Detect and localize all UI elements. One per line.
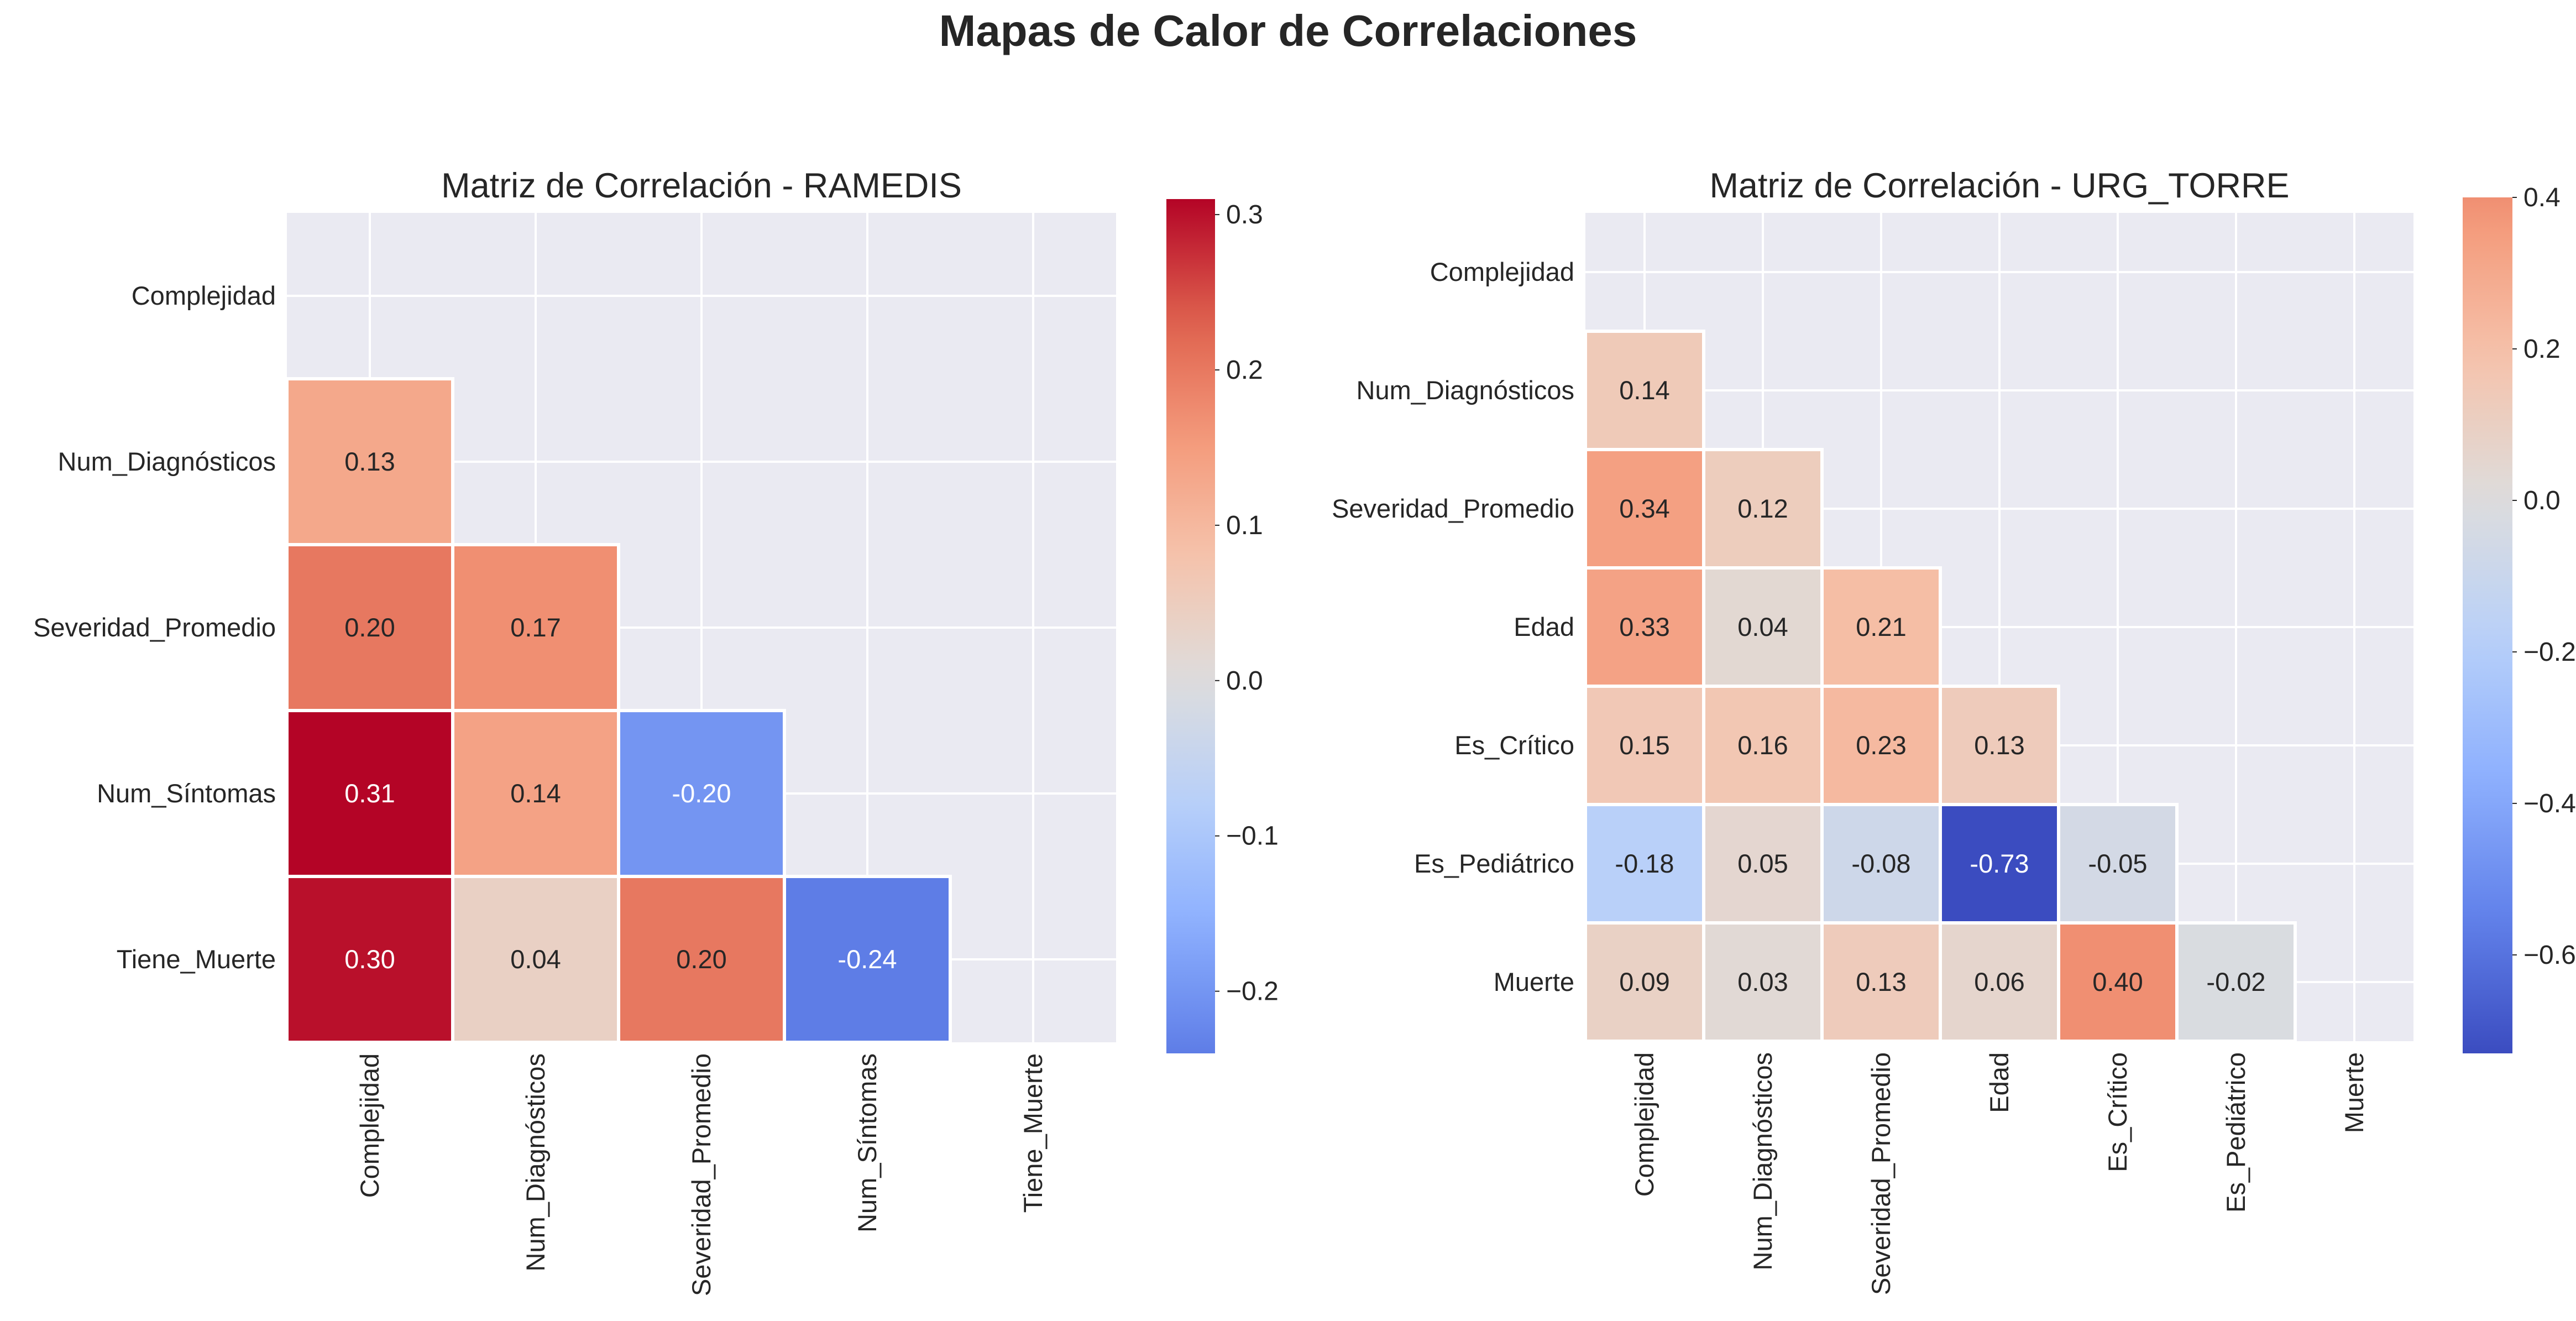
y-tick-label: Edad <box>1514 612 1574 641</box>
cell-value-label: 0.05 <box>1737 849 1788 878</box>
colorbar-tick-label: 0.4 <box>2523 183 2561 212</box>
x-tick-label: Muerte <box>2339 1052 2369 1133</box>
colorbar-tick-label: −0.2 <box>2523 638 2576 667</box>
y-tick-label: Num_Diagnósticos <box>1357 375 1574 405</box>
heatmap-cell <box>451 875 620 1044</box>
heatmap-cell <box>1702 566 1824 688</box>
heatmap-cell <box>285 377 454 546</box>
cell-value-label: 0.20 <box>676 944 726 974</box>
cell-value-label: 0.20 <box>344 613 395 642</box>
heatmap-urg-torre: Matriz de Correlación - URG_TORRE 0.14 0.3… <box>1332 166 2576 1295</box>
x-tick-label: Es_Pediátrico <box>2221 1052 2250 1213</box>
x-tick-label: Severidad_Promedio <box>1866 1052 1896 1295</box>
colorbar-tick-label: 0.2 <box>2523 335 2561 364</box>
cell-value-label: 0.33 <box>1619 612 1669 641</box>
colorbar-tick-label: −0.2 <box>1226 977 1279 1006</box>
colorbar-tick-label: −0.1 <box>1226 822 1279 851</box>
heatmap-cell <box>285 875 454 1044</box>
cell-value-label: -0.73 <box>1970 849 2029 878</box>
cell-value-label: -0.02 <box>2206 967 2265 996</box>
cell-value-label: 0.03 <box>1737 967 1788 996</box>
cell-value-label: 0.15 <box>1619 730 1669 760</box>
cell-value-label: -0.20 <box>672 779 731 808</box>
colorbar-tick-label: −0.6 <box>2523 941 2576 970</box>
colorbar-tick-label: 0.1 <box>1226 511 1263 540</box>
heatmap-cell <box>1702 448 1824 570</box>
cell-value-label: 0.17 <box>510 613 561 642</box>
cell-value-label: 0.21 <box>1856 612 1906 641</box>
colorbar-tick-label: 0.2 <box>1226 356 1263 385</box>
heatmap-cell <box>1939 803 2060 925</box>
cell-value-label: 0.09 <box>1619 967 1669 996</box>
y-tick-label: Tiene_Muerte <box>117 944 276 974</box>
cell-value-label: -0.24 <box>837 944 897 974</box>
cell-value-label: 0.14 <box>1619 375 1669 405</box>
heatmap-cell <box>1584 330 1705 451</box>
heatmap-cell <box>2175 921 2297 1043</box>
cell-value-label: 0.12 <box>1737 494 1788 523</box>
figure-suptitle: Mapas de Calor de Correlaciones <box>939 6 1637 55</box>
x-tick-label: Num_Diagnósticos <box>521 1053 550 1271</box>
cell-value-label: 0.14 <box>510 779 561 808</box>
cell-value-label: 0.30 <box>344 944 395 974</box>
cell-value-label: 0.34 <box>1619 494 1669 523</box>
chart-title: Matriz de Correlación - RAMEDIS <box>441 166 962 205</box>
colorbar-tick-label: 0.3 <box>1226 200 1263 229</box>
colorbar-tick-label: 0.0 <box>2523 486 2561 515</box>
x-tick-label: Tiene_Muerte <box>1018 1053 1048 1213</box>
x-tick-label: Es_Crítico <box>2103 1052 2132 1172</box>
y-tick-label: Complejidad <box>1430 257 1574 286</box>
cell-value-label: -0.08 <box>1851 849 1910 878</box>
cell-value-label: -0.05 <box>2088 849 2147 878</box>
cell-value-label: 0.40 <box>2092 967 2143 996</box>
cell-value-label: 0.13 <box>1856 967 1906 996</box>
cell-value-label: 0.06 <box>1974 967 2024 996</box>
y-tick-label: Es_Crítico <box>1454 730 1574 760</box>
heatmap-cell <box>617 875 786 1044</box>
heatmap-cell <box>1702 921 1824 1043</box>
x-tick-label: Severidad_Promedio <box>687 1053 716 1296</box>
cell-value-label: -0.18 <box>1615 849 1674 878</box>
heatmap-cell <box>1702 803 1824 925</box>
y-tick-label: Muerte <box>1494 967 1574 996</box>
heatmap-cell <box>1939 685 2060 806</box>
cell-value-label: 0.13 <box>344 447 395 476</box>
heatmap-cell <box>1702 685 1824 806</box>
y-tick-label: Num_Diagnósticos <box>58 447 276 476</box>
y-tick-label: Es_Pediátrico <box>1414 849 1574 878</box>
cell-value-label: 0.16 <box>1737 730 1788 760</box>
cell-value-label: 0.04 <box>1737 612 1788 641</box>
heatmap-cell <box>451 709 620 878</box>
y-tick-label: Num_Síntomas <box>97 779 276 808</box>
y-tick-label: Severidad_Promedio <box>33 613 276 642</box>
heatmap-cell <box>783 875 952 1044</box>
x-tick-label: Num_Síntomas <box>852 1053 882 1233</box>
x-tick-label: Complejidad <box>355 1053 384 1198</box>
cell-value-label: 0.31 <box>344 779 395 808</box>
x-tick-label: Num_Diagnósticos <box>1748 1052 1777 1270</box>
x-tick-label: Complejidad <box>1630 1052 1659 1197</box>
y-tick-label: Severidad_Promedio <box>1332 494 1574 523</box>
colorbar <box>2463 197 2512 1053</box>
chart-title: Matriz de Correlación - URG_TORRE <box>1709 166 2289 205</box>
heatmap-cell <box>1820 566 1942 688</box>
colorbar-tick-label: 0.0 <box>1226 666 1263 696</box>
cell-value-label: 0.23 <box>1856 730 1906 760</box>
y-tick-label: Complejidad <box>132 281 276 310</box>
cell-value-label: 0.04 <box>510 944 561 974</box>
heatmap-cell <box>1820 685 1942 806</box>
colorbar-tick-label: −0.4 <box>2523 789 2576 818</box>
x-tick-label: Edad <box>1985 1052 2014 1113</box>
colorbar <box>1166 199 1215 1053</box>
heatmap-cell <box>2057 803 2179 925</box>
heatmap-cell <box>1584 921 1705 1043</box>
cell-value-label: 0.13 <box>1974 730 2024 760</box>
heatmap-ramedis: Matriz de Correlación - RAMEDIS 0.13 0.20 0… <box>33 166 1279 1296</box>
